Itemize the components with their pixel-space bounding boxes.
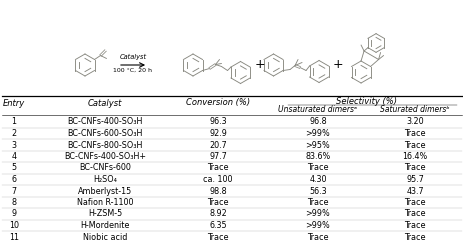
Text: 96.3: 96.3 xyxy=(209,118,226,126)
Text: BC-CNFs-800-SO₃H: BC-CNFs-800-SO₃H xyxy=(67,140,143,150)
Text: Trace: Trace xyxy=(207,163,228,173)
Text: Trace: Trace xyxy=(403,233,425,240)
Text: 16.4%: 16.4% xyxy=(401,152,427,161)
Text: 100 °C, 20 h: 100 °C, 20 h xyxy=(113,68,152,73)
Text: 9: 9 xyxy=(12,210,17,218)
Text: 11: 11 xyxy=(9,233,19,240)
Text: 3: 3 xyxy=(12,140,17,150)
Text: Niobic acid: Niobic acid xyxy=(82,233,127,240)
Text: >99%: >99% xyxy=(305,221,330,230)
Text: 5: 5 xyxy=(12,163,17,173)
Text: Trace: Trace xyxy=(403,163,425,173)
Text: 92.9: 92.9 xyxy=(209,129,226,138)
Text: BC-CNFs-600-SO₃H: BC-CNFs-600-SO₃H xyxy=(67,129,143,138)
Text: >99%: >99% xyxy=(305,129,330,138)
Text: Trace: Trace xyxy=(403,221,425,230)
Text: Nafion R-1100: Nafion R-1100 xyxy=(76,198,133,207)
Text: Catalyst: Catalyst xyxy=(88,98,122,108)
Text: Selectivity (%): Selectivity (%) xyxy=(335,96,396,106)
Text: +: + xyxy=(332,59,343,72)
Text: 1: 1 xyxy=(12,118,17,126)
Text: 83.6%: 83.6% xyxy=(305,152,330,161)
Text: BC-CNFs-400-SO₃H: BC-CNFs-400-SO₃H xyxy=(67,118,143,126)
Text: 8: 8 xyxy=(12,198,17,207)
Text: Unsaturated dimersᵃ: Unsaturated dimersᵃ xyxy=(278,106,357,114)
Text: 43.7: 43.7 xyxy=(405,186,423,196)
Text: BC-CNFs-600: BC-CNFs-600 xyxy=(79,163,131,173)
Text: 10: 10 xyxy=(9,221,19,230)
Text: H-ZSM-5: H-ZSM-5 xyxy=(88,210,122,218)
Text: 4: 4 xyxy=(12,152,17,161)
Text: H-Mordenite: H-Mordenite xyxy=(80,221,129,230)
Text: Trace: Trace xyxy=(403,210,425,218)
Text: H₂SO₄: H₂SO₄ xyxy=(93,175,117,184)
Text: 7: 7 xyxy=(12,186,17,196)
Text: Trace: Trace xyxy=(403,140,425,150)
Text: Trace: Trace xyxy=(207,233,228,240)
Text: 98.8: 98.8 xyxy=(209,186,226,196)
Text: 56.3: 56.3 xyxy=(308,186,326,196)
Text: Catalyst: Catalyst xyxy=(119,54,146,60)
Text: 8.92: 8.92 xyxy=(209,210,226,218)
Text: Trace: Trace xyxy=(307,233,328,240)
Text: 6.35: 6.35 xyxy=(209,221,226,230)
Text: 20.7: 20.7 xyxy=(209,140,226,150)
Text: Trace: Trace xyxy=(403,129,425,138)
Text: >99%: >99% xyxy=(305,210,330,218)
Text: >95%: >95% xyxy=(305,140,330,150)
Text: 95.7: 95.7 xyxy=(405,175,423,184)
Text: ca. 100: ca. 100 xyxy=(203,175,232,184)
Text: Conversion (%): Conversion (%) xyxy=(186,98,250,108)
Text: 6: 6 xyxy=(12,175,17,184)
Text: Trace: Trace xyxy=(403,198,425,207)
Text: +: + xyxy=(254,59,264,72)
Text: Saturated dimersᵇ: Saturated dimersᵇ xyxy=(379,106,449,114)
Text: Trace: Trace xyxy=(307,198,328,207)
Text: Trace: Trace xyxy=(207,198,228,207)
Text: 2: 2 xyxy=(12,129,17,138)
Text: 3.20: 3.20 xyxy=(405,118,423,126)
Text: 97.7: 97.7 xyxy=(209,152,226,161)
Text: Entry: Entry xyxy=(3,98,25,108)
Text: BC-CNFs-400-SO₃H+: BC-CNFs-400-SO₃H+ xyxy=(64,152,146,161)
Text: 4.30: 4.30 xyxy=(308,175,326,184)
Text: 96.8: 96.8 xyxy=(308,118,326,126)
Text: Trace: Trace xyxy=(307,163,328,173)
Text: Amberlyst-15: Amberlyst-15 xyxy=(78,186,132,196)
